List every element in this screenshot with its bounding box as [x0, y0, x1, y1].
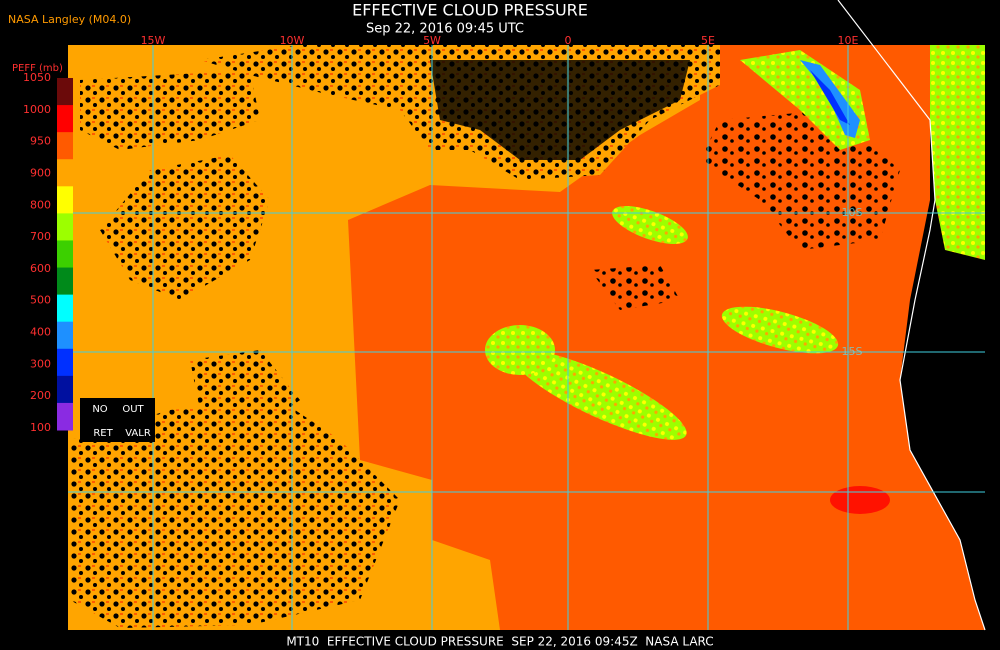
- longitude-label: 15W: [141, 34, 166, 47]
- mid-cloud: [513, 350, 687, 440]
- broken-clouds: [590, 265, 680, 310]
- broken-clouds: [190, 350, 300, 430]
- longitude-label: 10W: [280, 34, 305, 47]
- legend-tick-label: 950: [30, 135, 51, 148]
- source-label: NASA Langley (M04.0): [8, 13, 131, 26]
- legend-tick-label: 1050: [23, 71, 51, 84]
- mid-cloud: [485, 325, 555, 375]
- flag-label: NO: [92, 404, 107, 415]
- latitude-label: 10S: [842, 206, 863, 219]
- color-swatch: [57, 267, 73, 296]
- flag-box: [80, 398, 155, 442]
- latitude-label: 15S: [842, 345, 863, 358]
- legend-tick-label: 700: [30, 230, 51, 243]
- broken-clouds: [80, 70, 260, 150]
- map: [68, 0, 986, 631]
- legend-tick-label: 300: [30, 357, 51, 370]
- clear-sky: [430, 60, 690, 160]
- low-cloud: [830, 486, 890, 514]
- legend-tick-label: 800: [30, 198, 51, 211]
- longitude-label: 5E: [701, 34, 715, 47]
- color-swatch: [57, 375, 73, 404]
- color-swatch: [57, 348, 73, 377]
- coastline: [837, 0, 986, 631]
- legend: 1050 1000 950 900 800 700 600 500 400 300 200 100: [23, 71, 73, 434]
- footer-bar: [68, 633, 1000, 650]
- legend-tick-label: 500: [30, 294, 51, 307]
- longitude-label: 10E: [838, 34, 859, 47]
- legend-tick-label: 100: [30, 421, 51, 434]
- broken-clouds: [100, 155, 270, 300]
- legend-title: PEFF (mb): [12, 63, 63, 74]
- color-swatch: [57, 78, 73, 106]
- color-swatch: [57, 402, 73, 431]
- legend-tick-label: 1000: [23, 103, 51, 116]
- legend-tick-label: 900: [30, 166, 51, 179]
- subtitle: Sep 22, 2016 09:45 UTC: [366, 22, 524, 37]
- longitude-label: 5W: [423, 34, 441, 47]
- land: [838, 0, 985, 630]
- land-cloud: [930, 45, 985, 260]
- color-swatch: [57, 213, 73, 241]
- color-swatch: [57, 105, 73, 133]
- longitude-label: 0: [565, 34, 572, 47]
- title: EFFECTIVE CLOUD PRESSURE: [352, 1, 588, 20]
- mid-cloud: [612, 206, 688, 244]
- flag-label: OUT: [122, 404, 144, 415]
- footer: MT10 EFFECTIVE CLOUD PRESSURE SEP 22, 20…: [286, 635, 713, 649]
- mid-cloud: [721, 306, 839, 354]
- high-cloud: [810, 70, 850, 125]
- flag-label: RET: [93, 428, 113, 439]
- color-swatch: [57, 294, 73, 323]
- flag-label: VALR: [125, 428, 151, 439]
- color-swatch: [57, 132, 73, 160]
- legend-tick-label: 600: [30, 262, 51, 275]
- legend-tick-label: 200: [30, 389, 51, 402]
- legend-tick-label: 400: [30, 326, 51, 339]
- color-swatch: [57, 159, 73, 187]
- color-swatch: [57, 321, 73, 350]
- mid-cloud: [740, 50, 870, 150]
- color-swatch: [57, 240, 73, 269]
- color-swatch: [57, 186, 73, 214]
